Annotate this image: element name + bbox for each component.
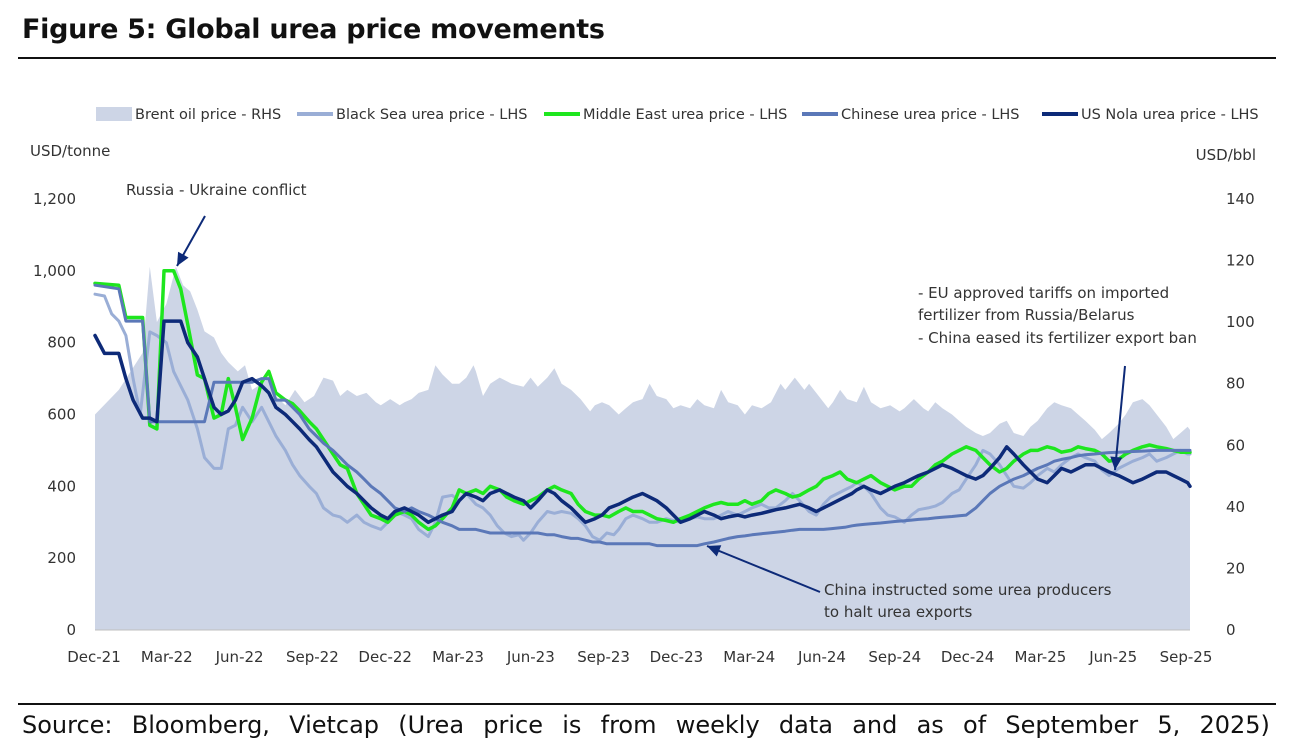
source-word: as xyxy=(916,711,944,739)
right-tick-label: 20 xyxy=(1226,559,1245,577)
left-tick-label: 200 xyxy=(47,549,76,567)
series-area-brent xyxy=(95,266,1190,630)
source-word: Vietcap xyxy=(289,711,380,739)
annotation-text: - EU approved tariffs on imported xyxy=(918,284,1169,302)
left-tick-label: 1,000 xyxy=(33,262,76,280)
right-tick-label: 120 xyxy=(1226,252,1255,270)
right-tick-label: 40 xyxy=(1226,498,1245,516)
arrow-russia-head xyxy=(177,251,189,266)
arrow-eu-head xyxy=(1110,456,1123,470)
x-tick-label: Sep-23 xyxy=(577,648,630,666)
annotation-text: Russia - Ukraine conflict xyxy=(126,181,307,199)
x-tick-label: Dec-22 xyxy=(358,648,412,666)
left-tick-label: 400 xyxy=(47,477,76,495)
series-line-3 xyxy=(93,283,1192,548)
right-tick-label: 100 xyxy=(1226,313,1255,331)
right-tick-label: 0 xyxy=(1226,621,1236,639)
left-tick-label: 800 xyxy=(47,334,76,352)
source-word: is xyxy=(562,711,582,739)
right-tick-label: 80 xyxy=(1226,375,1245,393)
source-word: Bloomberg, xyxy=(131,711,270,739)
x-tick-label: Jun-23 xyxy=(506,648,555,666)
line-layer xyxy=(93,269,1192,548)
source-word: price xyxy=(483,711,543,739)
left-tick-label: 600 xyxy=(47,406,76,424)
arrow-china-head xyxy=(707,545,722,557)
right-tick-label: 140 xyxy=(1226,190,1255,208)
x-tick-label: Dec-23 xyxy=(650,648,704,666)
legend-label: Black Sea urea price - LHS xyxy=(336,107,527,123)
x-tick-label: Sep-25 xyxy=(1160,648,1213,666)
legend-label: Brent oil price - RHS xyxy=(135,107,281,123)
annotation-text: fertilizer from Russia/Belarus xyxy=(918,306,1135,324)
annotation-text: - China eased its fertilizer export ban xyxy=(918,329,1197,347)
source-word: 2025) xyxy=(1199,711,1270,739)
left-tick-label: 1,200 xyxy=(33,190,76,208)
figure-title: Figure 5: Global urea price movements xyxy=(22,14,605,45)
series-line-4 xyxy=(93,319,1192,525)
x-tick-label: Dec-21 xyxy=(67,648,121,666)
legend: Brent oil price - RHS Black Sea urea pric… xyxy=(96,107,1259,123)
bottom-rule xyxy=(18,703,1276,705)
x-tick-label: Jun-24 xyxy=(797,648,846,666)
legend-label: Chinese urea price - LHS xyxy=(841,107,1020,123)
x-tick-label: Jun-22 xyxy=(215,648,264,666)
area-layer xyxy=(95,266,1190,630)
annotation-text: to halt urea exports xyxy=(824,603,972,621)
x-tick-label: Mar-23 xyxy=(432,648,484,666)
source-word: 5, xyxy=(1157,711,1181,739)
x-tick-label: Dec-24 xyxy=(941,648,995,666)
legend-label: Middle East urea price - LHS xyxy=(583,107,787,123)
urea-price-chart: USD/tonne USD/bbl 0 200 400 600 800 1,000 1,200 0… xyxy=(30,107,1259,666)
source-word: data xyxy=(778,711,833,739)
x-tick-label: Sep-22 xyxy=(286,648,339,666)
arrow-eu xyxy=(1114,365,1126,471)
x-tick-label: Jun-25 xyxy=(1088,648,1137,666)
right-tick-label: 60 xyxy=(1226,436,1245,454)
source-word: from xyxy=(600,711,657,739)
top-rule xyxy=(18,57,1276,59)
source-note: Source: Bloomberg, Vietcap (Urea price is from… xyxy=(22,711,1270,739)
legend-label: US Nola urea price - LHS xyxy=(1081,107,1259,123)
legend-swatch-area xyxy=(96,107,132,121)
left-tick-label: 0 xyxy=(66,621,76,639)
series-line-1 xyxy=(93,292,1192,542)
x-tick-label: Mar-24 xyxy=(723,648,775,666)
source-word: September xyxy=(1005,711,1139,739)
source-word: and xyxy=(852,711,898,739)
right-axis-title: USD/bbl xyxy=(1196,146,1256,164)
axis-layer: USD/tonne USD/bbl 0 200 400 600 800 1,000 1,200 0… xyxy=(30,142,1256,666)
x-tick-label: Mar-25 xyxy=(1014,648,1066,666)
left-axis-title: USD/tonne xyxy=(30,142,110,160)
source-word: Source: xyxy=(22,711,113,739)
x-tick-label: Mar-22 xyxy=(141,648,193,666)
x-tick-label: Sep-24 xyxy=(868,648,921,666)
annotations: Russia - Ukraine conflict - EU approved t… xyxy=(126,181,1197,621)
arrow-china xyxy=(706,545,821,593)
source-word: weekly xyxy=(675,711,760,739)
source-word: (Urea xyxy=(398,711,465,739)
annotation-text: China instructed some urea producers xyxy=(824,581,1112,599)
source-word: of xyxy=(963,711,987,739)
